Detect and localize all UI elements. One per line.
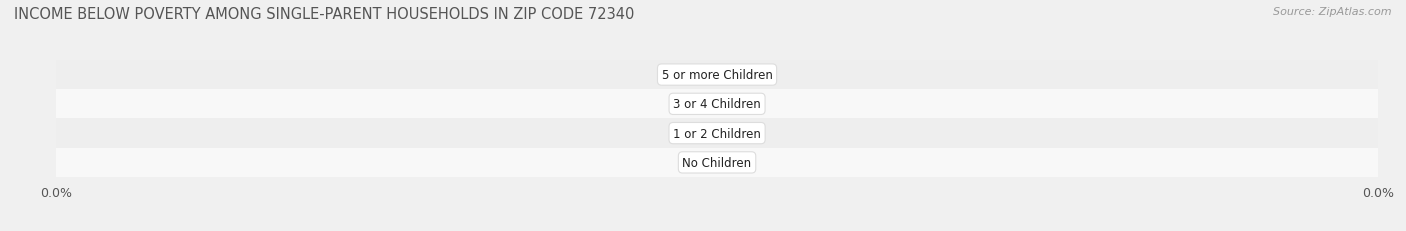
Text: 3 or 4 Children: 3 or 4 Children <box>673 98 761 111</box>
Bar <box>56 90 1378 119</box>
Text: 0.0%: 0.0% <box>685 99 716 109</box>
Bar <box>717 65 751 85</box>
Text: 0.0%: 0.0% <box>685 129 716 139</box>
Text: 0.0%: 0.0% <box>718 99 749 109</box>
Bar <box>685 94 717 115</box>
Text: 0.0%: 0.0% <box>718 70 749 80</box>
Text: Source: ZipAtlas.com: Source: ZipAtlas.com <box>1274 7 1392 17</box>
Bar <box>685 65 717 85</box>
Text: 0.0%: 0.0% <box>718 129 749 139</box>
Text: 5 or more Children: 5 or more Children <box>662 69 772 82</box>
Bar <box>685 152 717 173</box>
Bar <box>685 123 717 144</box>
Bar <box>56 61 1378 90</box>
Bar <box>56 119 1378 148</box>
Bar <box>56 148 1378 177</box>
Text: 0.0%: 0.0% <box>685 70 716 80</box>
Text: INCOME BELOW POVERTY AMONG SINGLE-PARENT HOUSEHOLDS IN ZIP CODE 72340: INCOME BELOW POVERTY AMONG SINGLE-PARENT… <box>14 7 634 22</box>
Bar <box>717 152 751 173</box>
Text: 0.0%: 0.0% <box>685 158 716 168</box>
Text: No Children: No Children <box>682 156 752 169</box>
Bar <box>717 94 751 115</box>
Bar <box>717 123 751 144</box>
Text: 1 or 2 Children: 1 or 2 Children <box>673 127 761 140</box>
Text: 0.0%: 0.0% <box>718 158 749 168</box>
